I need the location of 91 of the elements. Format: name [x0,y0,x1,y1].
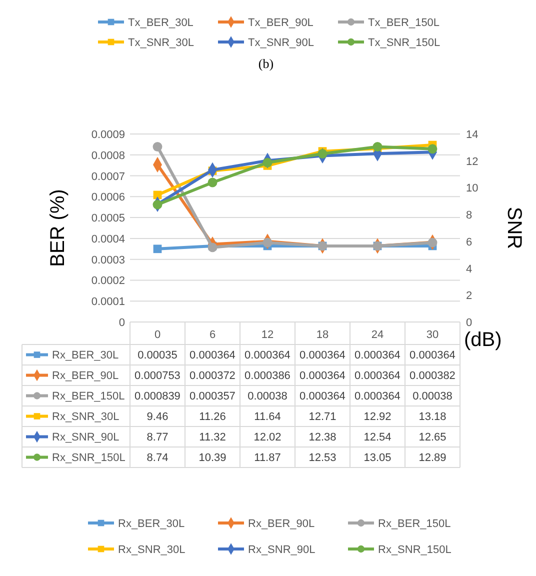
data-label: 11.87 [254,452,281,464]
x-tick-label: 24 [371,329,384,341]
data-label: 12.71 [308,411,336,423]
x-tick-label: 30 [426,329,439,341]
data-label: 12.38 [308,432,336,444]
data-label: 8.77 [146,432,168,444]
y2-tick-label: 12 [466,156,478,168]
data-label: 0.000364 [190,350,236,362]
x-axis-title: (dB) [464,329,502,351]
legend-label: Rx_BER_30L [52,350,119,362]
legend-label: Rx_BER_90L [52,370,119,382]
legend-label: Tx_SNR_30L [128,37,194,49]
legend-label: Tx_SNR_90L [248,37,314,49]
text: Rx_BER_90L [248,518,315,530]
legend-label: Tx_BER_30L [128,17,194,29]
text: Rx_BER_150L [378,518,451,530]
x-tick-label: 12 [261,329,274,341]
data-label: 0.00038 [248,390,288,402]
data-label: 0.000364 [354,350,400,362]
legend-label: Rx_SNR_150L [52,452,126,464]
y2-tick-label: 14 [466,129,478,141]
legend-label: Rx_SNR_30L [52,411,120,423]
y2-tick-label: 6 [466,236,472,248]
x-tick-label: 18 [316,329,329,341]
y-tick-label: 0.0003 [91,254,125,266]
data-label: 0.000372 [190,370,236,382]
y2-tick-label: 2 [466,290,472,302]
data-label: 13.05 [364,452,392,464]
y2-tick-label: 8 [466,210,472,222]
y-tick-label: 0.0007 [91,170,125,183]
data-label: 12.54 [364,432,392,444]
legend-label: Tx_BER_90L [248,17,314,29]
data-label: 0.000364 [410,350,456,362]
text: Rx_SNR_90L [248,544,316,556]
data-label: 13.18 [418,411,446,423]
point [152,200,162,210]
point [428,238,438,248]
y-axis-title: BER (%) [47,189,69,267]
data-label: 8.74 [146,452,168,464]
data-label: 0.000364 [300,350,346,362]
y-tick-label: 0 [118,317,125,329]
data-label: 0.000386 [244,370,290,382]
y2-tick-label: 4 [466,263,472,276]
data-label: 0.00038 [412,390,452,402]
x-tick-label: 6 [209,329,216,341]
legend-label: Tx_SNR_150L [368,37,440,49]
text: (b) [258,56,274,71]
point [262,238,272,248]
data-label: 12.53 [308,452,336,464]
y-tick-label: 0.0009 [91,129,125,141]
legend-label: Tx_BER_150L [368,17,440,29]
data-label: 0.000364 [300,370,346,382]
data-label: 11.26 [199,411,226,423]
point [208,178,218,188]
point [318,149,328,158]
data-label: 9.46 [146,411,168,423]
text: Rx_BER_30L [118,518,185,530]
data-label: 0.000382 [410,370,456,382]
y-tick-label: 0.0004 [91,233,125,246]
data-label: 0.000839 [134,390,180,402]
data-label: 0.000753 [134,370,180,382]
data-label: 0.00035 [138,350,178,362]
y2-tick-label: 10 [466,182,478,195]
legend-label: Rx_BER_150L [52,390,125,402]
data-label: 12.65 [418,432,446,444]
legend-label: Rx_SNR_90L [52,432,120,444]
data-label: 0.000364 [354,370,400,382]
point [428,144,438,154]
y2-axis-title: SNR [503,206,525,250]
y2-tick-label: 0 [466,317,472,329]
text: Rx_SNR_30L [118,544,186,556]
data-label: 0.000364 [354,390,400,402]
data-label: 12.89 [418,452,446,464]
point [152,142,162,152]
x-tick-label: 0 [154,329,161,341]
y-tick-label: 0.0006 [91,192,125,204]
y-tick-label: 0.0001 [91,296,125,308]
data-label: 0.000364 [244,350,290,362]
data-label: 12.92 [364,411,392,423]
data-label: 12.02 [254,432,282,444]
data-label: 10.39 [198,452,226,464]
y-tick-label: 0.0002 [91,275,125,288]
data-label: 0.000364 [300,390,346,402]
data-label: 11.32 [199,432,226,444]
y-tick-label: 0.0008 [91,150,125,162]
data-label: 11.64 [254,411,281,423]
y-tick-label: 0.0005 [91,212,125,225]
point [262,158,272,168]
point [153,244,162,254]
data-label: 0.000357 [190,390,236,402]
text: Rx_SNR_150L [378,544,452,556]
